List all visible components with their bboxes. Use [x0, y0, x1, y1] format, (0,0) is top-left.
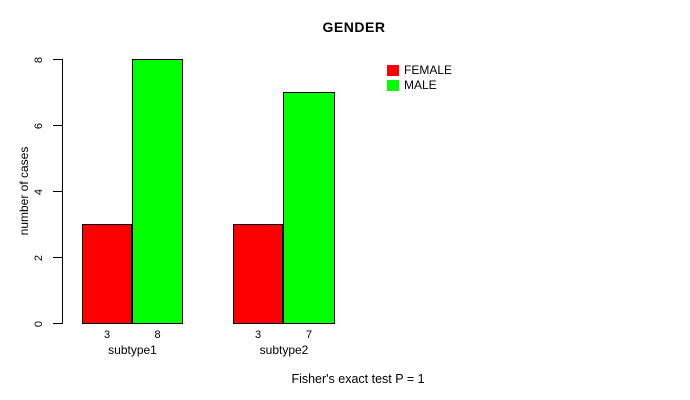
fisher-test-annotation: Fisher's exact test P = 1 [291, 372, 425, 386]
y-tick-label-4: 4 [33, 188, 45, 195]
y-tick-label-2: 2 [33, 254, 45, 261]
bar-value-female-subtype1: 3 [103, 329, 111, 341]
y-tick-2 [53, 257, 62, 258]
legend-swatch-female [387, 64, 399, 76]
y-tick-6 [53, 125, 62, 126]
bar-female-subtype2 [233, 224, 283, 324]
y-tick-label-8: 8 [33, 56, 45, 63]
legend-swatch-male [387, 79, 399, 91]
legend-item-female: FEMALE [387, 64, 452, 76]
legend-item-male: MALE [387, 79, 452, 91]
x-category-label-subtype1: subtype1 [108, 343, 157, 357]
y-tick-label-6: 6 [33, 122, 45, 129]
chart-title: GENDER [322, 19, 386, 35]
y-tick-label-0: 0 [33, 320, 45, 327]
legend: FEMALE MALE [387, 64, 452, 91]
bar-value-male-subtype2: 7 [305, 329, 313, 341]
y-tick-4 [53, 191, 62, 192]
legend-label-male: MALE [404, 78, 437, 92]
bar-male-subtype2 [283, 92, 335, 324]
bar-value-female-subtype2: 3 [254, 329, 262, 341]
bar-value-male-subtype1: 8 [154, 329, 161, 341]
legend-label-female: FEMALE [404, 63, 453, 77]
x-category-label-subtype2: subtype2 [259, 343, 309, 357]
y-tick-0 [53, 323, 62, 324]
y-tick-8 [53, 59, 62, 60]
bar-female-subtype1 [82, 224, 132, 324]
y-axis-label: number of cases [17, 146, 31, 236]
y-axis-line [62, 59, 63, 324]
bar-male-subtype1 [132, 59, 183, 324]
